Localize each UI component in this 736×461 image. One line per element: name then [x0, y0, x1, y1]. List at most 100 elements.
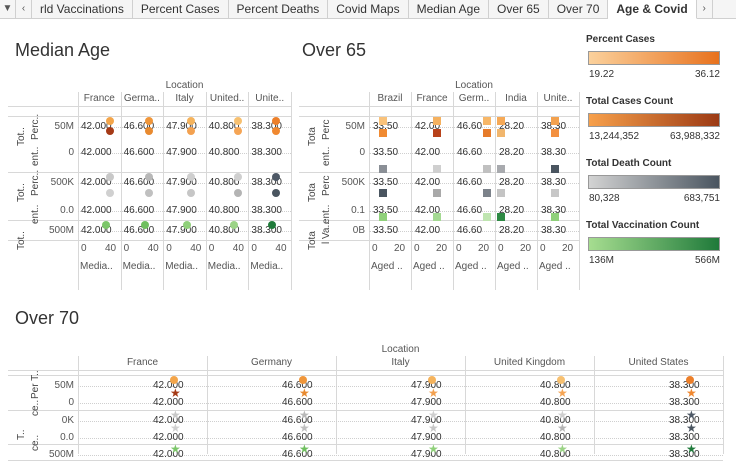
over_65-mark — [483, 117, 491, 125]
median_age-mark — [229, 221, 238, 229]
over_65-mark — [497, 117, 505, 125]
median_age-row-title: ent.. — [30, 204, 41, 224]
median_age-x-axis-title: Media.. — [207, 261, 241, 272]
over-70-title: Over 70 — [15, 308, 80, 328]
median_age-mark — [144, 189, 153, 197]
over_65-tick-label: 0B — [352, 225, 365, 236]
median_age-mark — [106, 127, 114, 135]
median_age-value-label: 47.900 — [166, 147, 197, 158]
median_age-row-divider — [8, 116, 291, 117]
over_70-value-label: 38.300 — [669, 432, 700, 443]
over_70-gridline — [78, 403, 723, 404]
over_65-value-label: 46.60 — [457, 225, 483, 236]
tab-median-age[interactable]: Median Age — [409, 0, 489, 18]
median_age-row-divider — [8, 220, 291, 221]
over_65-value-label: 38.30 — [541, 225, 567, 236]
legend-min-value: 19.22 — [589, 69, 615, 80]
over_70-value-label: 47.900 — [411, 380, 442, 391]
over_65-mark — [483, 213, 491, 221]
legend-min-value: 13,244,352 — [589, 131, 640, 142]
median_age-tick-label: 0 — [68, 147, 74, 158]
over_65-row-title: Perc — [321, 175, 332, 196]
median_age-mark — [183, 221, 192, 229]
median_age-mark — [233, 173, 242, 181]
median_age-gridline — [78, 153, 291, 154]
over_65-x-tick-label: 0 — [456, 243, 462, 254]
over_70-gridline — [78, 386, 723, 387]
median_age-value-label: 47.900 — [166, 205, 197, 216]
median_age-x-tick-label: 40 — [232, 243, 244, 254]
over_65-row-title: ent.. — [321, 146, 332, 166]
over_70-row-title: ce.. — [30, 399, 41, 416]
tab-percent-cases[interactable]: Percent Cases — [133, 0, 229, 18]
over_65-mark — [551, 165, 559, 173]
over_70-gridline — [78, 421, 723, 422]
tab-world-vaccinations[interactable]: rld Vaccinations — [32, 0, 133, 18]
over_65-mark — [497, 129, 505, 137]
tab-age-and-covid[interactable]: Age & Covid — [608, 0, 697, 19]
over_70-value-label: 42.000 — [153, 432, 184, 443]
over_70-header-divider — [8, 370, 723, 371]
median_age-value-label: 38.300 — [251, 205, 282, 216]
over_70-value-label: 40.800 — [540, 380, 571, 391]
tab-over-70[interactable]: Over 70 — [549, 0, 609, 18]
over_65-column-divider — [537, 92, 538, 290]
median_age-header-divider — [8, 106, 291, 107]
over_70-country-label: United States — [628, 357, 689, 368]
over_65-x-axis-title: Aged .. — [539, 261, 571, 272]
median-age-title: Median Age — [15, 40, 111, 60]
over_70-country-label: Italy — [391, 357, 410, 368]
median_age-mark — [233, 117, 242, 125]
median_age-x-tick-label: 40 — [190, 243, 202, 254]
median_age-mark — [140, 221, 149, 229]
over_70-star-mark: ★ — [299, 421, 310, 435]
median_age-value-label: 40.800 — [208, 121, 240, 132]
median_age-mark — [272, 189, 281, 197]
median_age-column-divider — [205, 92, 207, 290]
over_70-column-divider — [594, 356, 595, 454]
tab-percent-deaths[interactable]: Percent Deaths — [229, 0, 329, 18]
over_70-location-header: Location — [381, 344, 420, 355]
over_70-mark — [557, 376, 565, 384]
median_age-x-tick-label: 40 — [147, 243, 159, 254]
over_65-value-label: 33.50 — [373, 147, 399, 158]
tab-over-65[interactable]: Over 65 — [489, 0, 549, 18]
over_70-star-mark: ★ — [428, 442, 439, 456]
over_70-value-label: 40.800 — [540, 432, 571, 443]
over_65-x-axis-title: Aged .. — [497, 261, 529, 272]
over_65-x-tick-label: 20 — [520, 243, 532, 254]
over_70-column-divider — [336, 356, 337, 454]
over_70-value-label: 42.000 — [153, 415, 184, 426]
over_65-gridline — [369, 153, 579, 154]
over_65-value-label: 38.30 — [541, 205, 567, 216]
legend-title: Total Vaccination Count — [586, 220, 700, 231]
over_70-column-divider — [207, 356, 208, 454]
over_70-star-mark: ★ — [299, 386, 310, 400]
over_65-mark — [379, 129, 387, 137]
median_age-column-divider — [291, 92, 292, 290]
tab-menu-icon[interactable]: ▼ — [0, 0, 16, 18]
median_age-value-label: 46.600 — [123, 225, 155, 236]
over_65-value-label: 42.00 — [415, 225, 441, 236]
legend-color-ramp — [588, 237, 720, 251]
over_70-mark — [299, 376, 307, 384]
median_age-country-label: Unite.. — [255, 93, 285, 104]
over_65-value-label: 46.60 — [457, 121, 483, 132]
median_age-country-label: United.. — [209, 93, 245, 104]
over_65-country-label: Unite.. — [543, 93, 573, 104]
over_65-value-label: 38.30 — [541, 121, 567, 132]
tab-scroll-left-icon[interactable]: ‹ — [16, 0, 32, 18]
legend-max-value: 36.12 — [694, 69, 720, 80]
over_70-value-label: 40.800 — [540, 397, 571, 408]
over_65-value-label: 38.30 — [541, 177, 567, 188]
median_age-mark — [144, 117, 153, 125]
over_70-value-label: 38.300 — [669, 380, 700, 391]
tab-scroll-right-icon[interactable]: › — [697, 0, 713, 18]
over_65-mark — [551, 189, 559, 197]
over_70-value-label: 46.600 — [282, 380, 313, 391]
median_age-x-axis-title: Media.. — [80, 261, 113, 272]
over_70-mark — [686, 376, 694, 384]
tab-covid-maps[interactable]: Covid Maps — [328, 0, 409, 18]
over_65-country-label: Germ.. — [458, 93, 490, 104]
median_age-row-divider — [8, 240, 291, 241]
